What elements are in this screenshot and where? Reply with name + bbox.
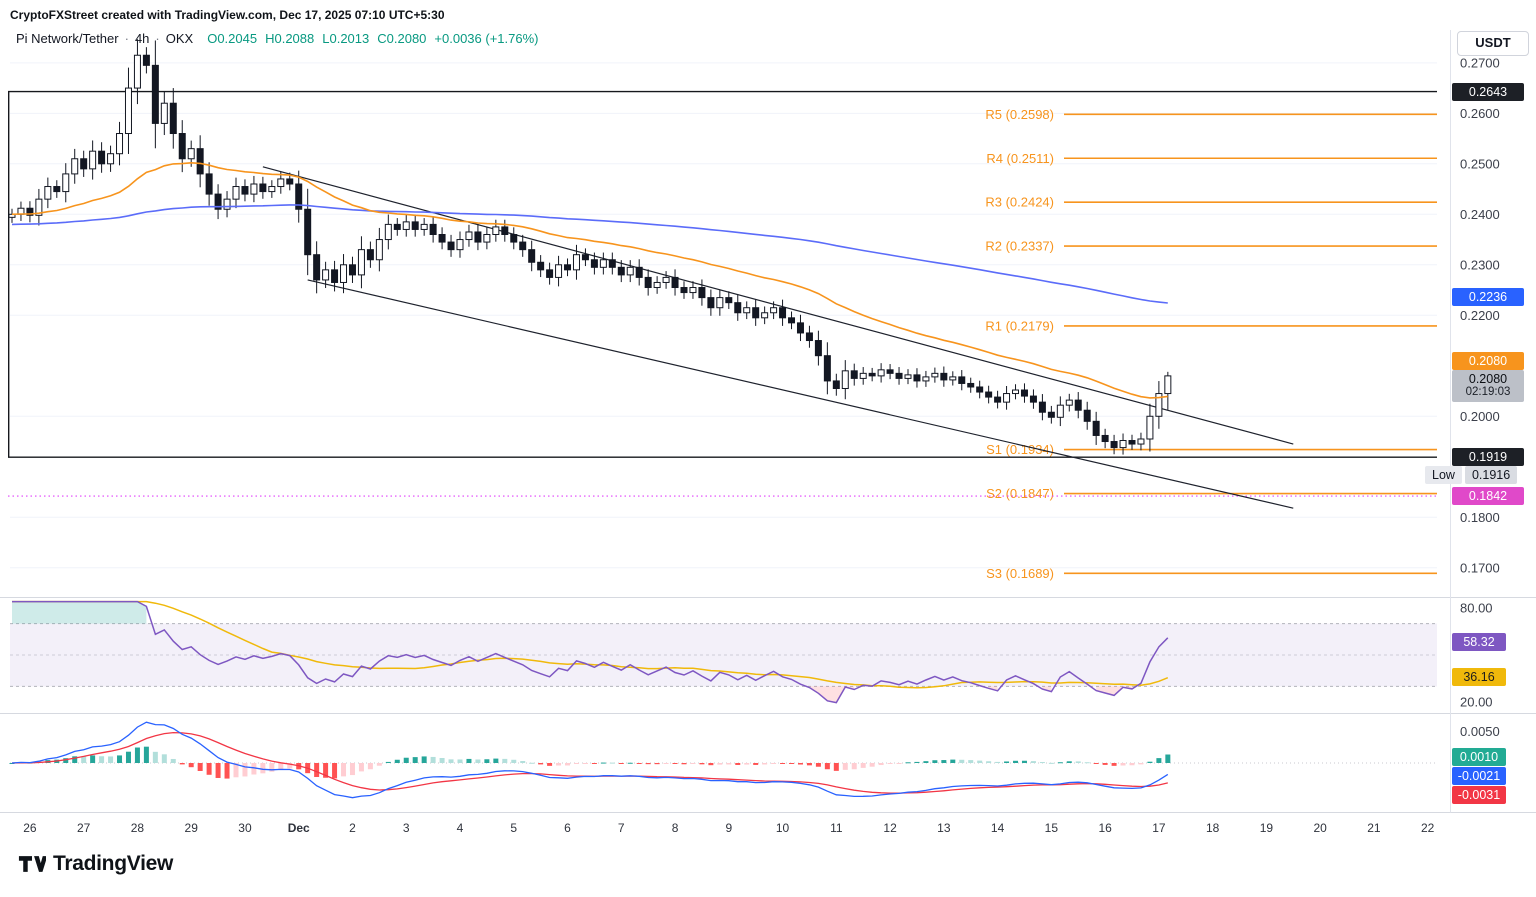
price-axis[interactable]: 0.2700 0.2600 0.2500 0.2400 0.2300 0.2200 0.20… <box>1460 55 1500 739</box>
svg-text:R1 (0.2179): R1 (0.2179) <box>985 318 1054 333</box>
svg-text:R2 (0.2337): R2 (0.2337) <box>985 239 1054 254</box>
symbol-title[interactable]: Pi Network/Tether <box>16 31 119 46</box>
svg-text:26: 26 <box>23 821 37 835</box>
ohlc-high: H0.2088 <box>265 31 315 46</box>
tradingview-logo-text: TradingView <box>53 852 174 875</box>
rsi-value-label: 58.32 <box>1452 632 1506 651</box>
pane-separators[interactable] <box>0 30 1536 813</box>
legend-separator: · <box>155 31 160 46</box>
svg-text:S2 (0.1847): S2 (0.1847) <box>986 486 1054 501</box>
svg-text:12: 12 <box>883 821 897 835</box>
svg-text:0.2200: 0.2200 <box>1460 308 1500 323</box>
chart-canvas[interactable]: R5 (0.2598) R4 (0.2511) R3 (0.2424) R2 (0.2… <box>0 0 1536 845</box>
svg-text:10: 10 <box>776 821 790 835</box>
svg-text:9: 9 <box>725 821 732 835</box>
svg-text:15: 15 <box>1045 821 1059 835</box>
legend-separator: · <box>124 31 129 46</box>
svg-text:14: 14 <box>991 821 1005 835</box>
svg-text:22: 22 <box>1421 821 1435 835</box>
magenta-level-label: 0.1842 <box>1452 487 1524 506</box>
svg-text:16: 16 <box>1098 821 1112 835</box>
svg-text:19: 19 <box>1260 821 1274 835</box>
svg-text:17: 17 <box>1152 821 1166 835</box>
svg-text:5: 5 <box>510 821 517 835</box>
moving-averages <box>11 161 1168 399</box>
svg-text:S1 (0.1934): S1 (0.1934) <box>986 442 1054 457</box>
svg-text:27: 27 <box>77 821 91 835</box>
svg-text:20: 20 <box>1313 821 1327 835</box>
svg-text:8: 8 <box>672 821 679 835</box>
svg-text:0.1700: 0.1700 <box>1460 560 1500 575</box>
svg-text:0.2500: 0.2500 <box>1460 156 1500 171</box>
svg-text:30: 30 <box>238 821 252 835</box>
price-gridlines <box>10 62 1437 569</box>
macd-pane[interactable] <box>9 721 1438 799</box>
svg-text:3: 3 <box>403 821 410 835</box>
ohlc-open: O0.2045 <box>207 31 258 46</box>
horizontal-ray-lines[interactable] <box>7 90 1437 497</box>
last-price-label: 0.2080 02:19:03 <box>1452 369 1524 402</box>
svg-text:R4 (0.2511): R4 (0.2511) <box>986 151 1054 166</box>
macd-signal-value-label: -0.0031 <box>1452 785 1506 804</box>
symbol-legend: Pi Network/Tether · 4h · OKX O0.2045 H0.… <box>16 31 538 46</box>
svg-text:0.2000: 0.2000 <box>1460 409 1500 424</box>
svg-text:7: 7 <box>618 821 625 835</box>
tradingview-logo-icon <box>18 856 46 872</box>
svg-text:R3 (0.2424): R3 (0.2424) <box>985 195 1054 210</box>
svg-text:28: 28 <box>131 821 145 835</box>
ohlc-close: C0.2080 <box>377 31 427 46</box>
support-resistance-levels[interactable]: R5 (0.2598) R4 (0.2511) R3 (0.2424) R2 (0.2… <box>985 107 1437 581</box>
low-value: 0.1916 <box>1464 466 1518 485</box>
svg-text:0.0050: 0.0050 <box>1460 724 1500 739</box>
svg-text:18: 18 <box>1206 821 1220 835</box>
svg-text:20.00: 20.00 <box>1460 695 1493 710</box>
session-low-row: Low 0.1916 <box>1425 466 1518 485</box>
svg-text:4: 4 <box>457 821 464 835</box>
macd-line-value-label: -0.0021 <box>1452 767 1506 786</box>
macd-hist-value-label: 0.0010 <box>1452 747 1506 766</box>
ohlc-low: L0.2013 <box>322 31 370 46</box>
ma-fast-price-label: 0.2080 <box>1452 351 1524 370</box>
interval-label[interactable]: 4h <box>134 31 150 46</box>
svg-text:0.1800: 0.1800 <box>1460 510 1500 525</box>
svg-text:0.2300: 0.2300 <box>1460 257 1500 272</box>
ma-slow-price-label: 0.2236 <box>1452 288 1524 307</box>
svg-text:S3 (0.1689): S3 (0.1689) <box>986 566 1054 581</box>
low-tag: Low <box>1425 466 1462 485</box>
tradingview-logo[interactable]: TradingView <box>18 852 173 876</box>
ohlc-change: +0.0036 (+1.76%) <box>434 31 539 46</box>
currency-toggle-button[interactable]: USDT <box>1457 31 1529 56</box>
price-line-label-upper: 0.2643 <box>1452 82 1524 101</box>
svg-text:6: 6 <box>564 821 571 835</box>
svg-text:13: 13 <box>937 821 951 835</box>
svg-text:21: 21 <box>1367 821 1381 835</box>
exchange-label[interactable]: OKX <box>165 31 194 46</box>
price-line-label-lower: 0.1919 <box>1452 448 1524 467</box>
svg-text:Dec: Dec <box>288 821 310 835</box>
last-price-value: 0.2080 <box>1468 371 1508 386</box>
svg-text:R5 (0.2598): R5 (0.2598) <box>985 107 1054 122</box>
svg-text:11: 11 <box>830 821 843 835</box>
candle-countdown: 02:19:03 <box>1465 385 1511 398</box>
ohlc-values: O0.2045 H0.2088 L0.2013 C0.2080 +0.0036 … <box>207 31 538 46</box>
candlesticks[interactable] <box>8 39 1172 455</box>
rsi-ma-value-label: 36.16 <box>1452 667 1506 686</box>
svg-text:0.2400: 0.2400 <box>1460 207 1500 222</box>
attribution-text: CryptoFXStreet created with TradingView.… <box>10 8 445 22</box>
time-axis[interactable]: 26 27 28 29 30 Dec 2 3 4 5 6 7 8 9 10 11 12 13 14 15 16 17 18 1… <box>23 821 1434 835</box>
rsi-pane[interactable] <box>10 600 1437 704</box>
svg-text:80.00: 80.00 <box>1460 600 1493 615</box>
svg-text:0.2700: 0.2700 <box>1460 55 1500 70</box>
svg-text:29: 29 <box>185 821 199 835</box>
svg-text:2: 2 <box>349 821 356 835</box>
svg-text:0.2600: 0.2600 <box>1460 106 1500 121</box>
